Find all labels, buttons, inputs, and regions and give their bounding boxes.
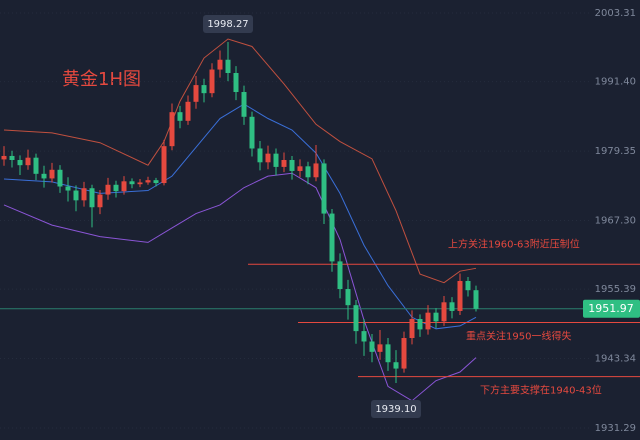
y-tick-label: 1943.34 bbox=[595, 354, 636, 365]
candle-body bbox=[153, 180, 159, 184]
candle-body bbox=[353, 305, 359, 332]
band-line bbox=[3, 103, 477, 330]
candle-body bbox=[129, 181, 135, 185]
y-tick-label: 2003.31 bbox=[595, 8, 636, 19]
candle-body bbox=[281, 159, 287, 167]
candle-body bbox=[73, 190, 79, 201]
candle-body bbox=[33, 157, 39, 174]
candle-body bbox=[185, 101, 191, 121]
candle-body bbox=[337, 261, 343, 290]
candle-body bbox=[89, 188, 95, 208]
y-tick-label: 1967.30 bbox=[595, 215, 636, 226]
band-line bbox=[3, 172, 477, 402]
candle-body bbox=[1, 155, 7, 160]
callout-box bbox=[371, 399, 421, 418]
candle-body bbox=[433, 312, 439, 322]
candle-body bbox=[225, 59, 231, 73]
candle-body bbox=[193, 85, 199, 102]
y-tick-label: 1979.35 bbox=[595, 146, 636, 157]
candle-body bbox=[345, 289, 351, 306]
candle-body bbox=[17, 159, 23, 166]
candle-body bbox=[473, 290, 479, 309]
candle-body bbox=[49, 169, 55, 179]
candle-body bbox=[305, 166, 311, 178]
candle-body bbox=[441, 302, 447, 322]
candle-body bbox=[161, 146, 167, 184]
candle-body bbox=[401, 338, 407, 369]
candle-body bbox=[233, 72, 239, 93]
candle-body bbox=[81, 188, 87, 201]
candle-body bbox=[417, 319, 423, 330]
candle-body bbox=[217, 59, 223, 70]
candle-body bbox=[361, 331, 367, 342]
last-price-tag bbox=[583, 299, 640, 318]
candle-body bbox=[105, 184, 111, 195]
candle-body bbox=[273, 153, 279, 167]
candle-body bbox=[329, 213, 335, 262]
y-tick-label: 1955.39 bbox=[595, 284, 636, 295]
candle-body bbox=[209, 69, 215, 94]
candle-body bbox=[145, 180, 151, 183]
candle-body bbox=[385, 344, 391, 363]
candle-body bbox=[321, 163, 327, 214]
band-line bbox=[3, 38, 477, 284]
y-tick-label: 1931.29 bbox=[595, 423, 636, 434]
candle-body bbox=[25, 157, 31, 166]
candle-body bbox=[241, 92, 247, 117]
candle-body bbox=[297, 166, 303, 171]
candle-body bbox=[425, 312, 431, 330]
level-label: 上方关注1960-63附近压制位 bbox=[448, 237, 580, 250]
candle-body bbox=[41, 173, 47, 179]
candle-body bbox=[249, 116, 255, 149]
candle-body bbox=[97, 194, 103, 208]
candle-body bbox=[313, 163, 319, 178]
candle-body bbox=[369, 341, 375, 352]
candle-body bbox=[65, 186, 71, 191]
candle-body bbox=[289, 159, 295, 171]
level-label: 下方主要支撑在1940-43位 bbox=[480, 384, 602, 397]
chart-title: 黄金1H图 bbox=[62, 69, 141, 90]
candle-body bbox=[57, 169, 63, 187]
candle-body bbox=[465, 280, 471, 291]
candle-body bbox=[113, 184, 119, 192]
candle-body bbox=[137, 182, 143, 185]
y-tick-label: 1991.40 bbox=[595, 77, 636, 88]
candle-body bbox=[457, 280, 463, 311]
candle-body bbox=[169, 112, 175, 147]
candle-body bbox=[377, 344, 383, 352]
candle-body bbox=[177, 112, 183, 121]
candle-body bbox=[449, 302, 455, 311]
candle-body bbox=[265, 153, 271, 163]
candle-body bbox=[201, 85, 207, 94]
last-price-label: 1951.97 bbox=[588, 302, 634, 315]
candle-body bbox=[121, 181, 127, 192]
level-label: 重点关注1950一线得失 bbox=[466, 329, 571, 342]
candle-body bbox=[9, 155, 15, 160]
callout-label: 1939.10 bbox=[375, 404, 416, 415]
candle-body bbox=[409, 319, 415, 339]
candle-body bbox=[257, 148, 263, 163]
candle-body bbox=[393, 362, 399, 369]
callout-label: 1998.27 bbox=[207, 19, 248, 30]
callout-box bbox=[203, 15, 253, 34]
